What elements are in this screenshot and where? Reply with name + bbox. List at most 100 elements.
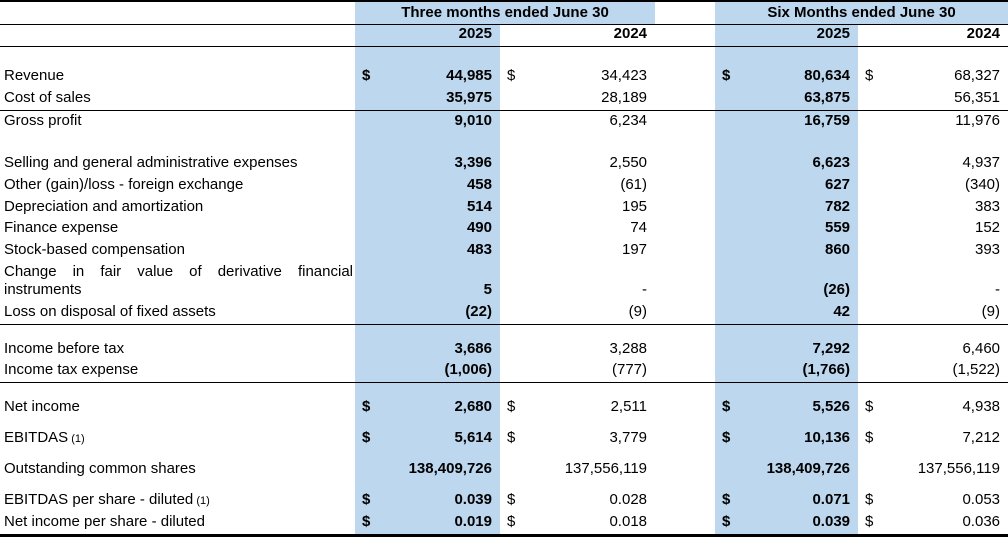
cell-value: (1,522) bbox=[858, 360, 1008, 384]
table-row: EBITDAS (1) $5,614 $3,779 $10,136 $7,212 bbox=[0, 428, 1008, 451]
cell-value: $0.019 bbox=[355, 512, 500, 534]
dollar-sign: $ bbox=[362, 398, 371, 416]
column-gap bbox=[655, 133, 715, 154]
cell-value: 197 bbox=[621, 241, 648, 258]
period-header-three-months: Three months ended June 30 bbox=[355, 2, 656, 25]
spacer-row bbox=[0, 324, 1008, 339]
cell-value: 2,550 bbox=[609, 154, 648, 172]
cell-value bbox=[858, 450, 1008, 459]
cell-value: $2,511 bbox=[500, 397, 655, 419]
cell-value: 860 bbox=[715, 240, 859, 262]
cell-value: 490 bbox=[355, 218, 500, 241]
row-label bbox=[0, 481, 355, 490]
cell-value: 514 bbox=[355, 196, 500, 219]
cell-value: $80,634 bbox=[715, 66, 859, 89]
cell-value: (61) bbox=[620, 175, 648, 193]
row-label bbox=[0, 325, 355, 339]
table-row: Other (gain)/loss - foreign exchange 458 (… bbox=[0, 175, 1008, 197]
header-label-spacer bbox=[0, 24, 355, 47]
cell-value: 5 bbox=[355, 262, 500, 303]
row-label bbox=[0, 133, 355, 154]
column-gap bbox=[655, 302, 716, 326]
column-gap bbox=[655, 46, 715, 67]
dollar-sign: $ bbox=[722, 429, 731, 447]
cell-value: (9) bbox=[858, 302, 1008, 326]
row-label: EBITDAS per share - diluted (1) bbox=[4, 491, 210, 509]
dollar-sign: $ bbox=[722, 398, 731, 416]
column-gap bbox=[655, 383, 715, 397]
dollar-sign: $ bbox=[362, 67, 371, 85]
cell-value: 559 bbox=[715, 218, 859, 241]
cell-value: 137,556,119 bbox=[917, 460, 1001, 478]
cell-value: $3,779 bbox=[500, 428, 655, 450]
cell-value bbox=[715, 132, 859, 154]
table-row: Cost of sales 35,975 28,189 63,875 56,351 bbox=[0, 88, 1008, 112]
table-row: Gross profit 9,010 6,234 16,759 11,976 bbox=[0, 110, 1008, 133]
column-gap bbox=[655, 219, 715, 241]
cell-value bbox=[355, 450, 500, 460]
row-label: Income tax expense bbox=[0, 360, 355, 384]
cell-value: (1,006) bbox=[355, 360, 500, 384]
column-gap bbox=[655, 450, 715, 459]
cell-value: 28,189 bbox=[500, 88, 656, 112]
cell-value: (1,766) bbox=[715, 360, 859, 384]
column-gap bbox=[655, 397, 715, 419]
cell-value: 6,234 bbox=[609, 111, 648, 129]
cell-value: 63,875 bbox=[715, 88, 859, 112]
cell-value: (777) bbox=[500, 360, 656, 384]
column-gap bbox=[655, 111, 715, 133]
dollar-sign: $ bbox=[865, 513, 874, 530]
period-header-six-months: Six Months ended June 30 bbox=[715, 2, 1008, 25]
spacer-row bbox=[0, 481, 1008, 491]
column-gap bbox=[655, 512, 715, 534]
cell-value: 3,288 bbox=[609, 339, 648, 357]
cell-value bbox=[500, 383, 655, 397]
row-label bbox=[0, 383, 355, 397]
cell-value bbox=[355, 132, 500, 154]
row-label: Loss on disposal of fixed assets bbox=[0, 302, 355, 326]
cell-value: $34,423 bbox=[500, 67, 655, 89]
table-row: Revenue $44,985 $34,423 $80,634 $68,327 bbox=[0, 66, 1008, 89]
cell-value: (22) bbox=[355, 302, 500, 326]
column-gap bbox=[655, 88, 716, 112]
cell-value bbox=[715, 324, 859, 339]
cell-value: 3,396 bbox=[355, 153, 500, 176]
column-gap bbox=[655, 2, 716, 25]
cell-value: $0.053 bbox=[858, 490, 1008, 512]
table-row: Finance expense 490 74 559 152 bbox=[0, 218, 1008, 241]
spacer-row bbox=[0, 419, 1008, 429]
year-header-6m-2024: 2024 bbox=[858, 24, 1008, 47]
row-label: EBITDAS (1) bbox=[4, 429, 85, 447]
cell-value: 195 bbox=[621, 197, 648, 215]
cell-value bbox=[500, 325, 655, 339]
cell-value bbox=[715, 450, 859, 460]
footnote-marker: (1) bbox=[193, 495, 210, 508]
table-row: Change in fair value of derivative finan… bbox=[0, 262, 1008, 303]
row-label: Depreciation and amortization bbox=[4, 197, 204, 215]
dollar-sign: $ bbox=[362, 513, 371, 530]
cell-value bbox=[500, 450, 655, 459]
row-label bbox=[0, 46, 355, 67]
column-gap bbox=[655, 175, 715, 197]
cell-value: $0.036 bbox=[858, 512, 1008, 534]
year-header-3m-2025: 2025 bbox=[355, 24, 500, 47]
column-gap bbox=[655, 419, 715, 428]
cell-value: 627 bbox=[715, 175, 859, 197]
dollar-sign: $ bbox=[722, 67, 731, 85]
dollar-sign: $ bbox=[362, 491, 371, 509]
dollar-sign: $ bbox=[865, 429, 874, 447]
cell-value: 11,976 bbox=[955, 111, 1001, 129]
cell-value bbox=[858, 46, 1008, 67]
column-gap bbox=[655, 459, 715, 481]
cell-value: 483 bbox=[355, 240, 500, 262]
cell-value: (340) bbox=[964, 175, 1001, 193]
cell-value: $4,938 bbox=[858, 397, 1008, 419]
cell-value: 152 bbox=[974, 219, 1001, 237]
cell-value: - bbox=[642, 281, 648, 299]
row-label: Net income bbox=[4, 398, 80, 416]
cell-value bbox=[715, 481, 859, 491]
header-label-spacer bbox=[0, 2, 355, 25]
cell-value bbox=[858, 419, 1008, 428]
